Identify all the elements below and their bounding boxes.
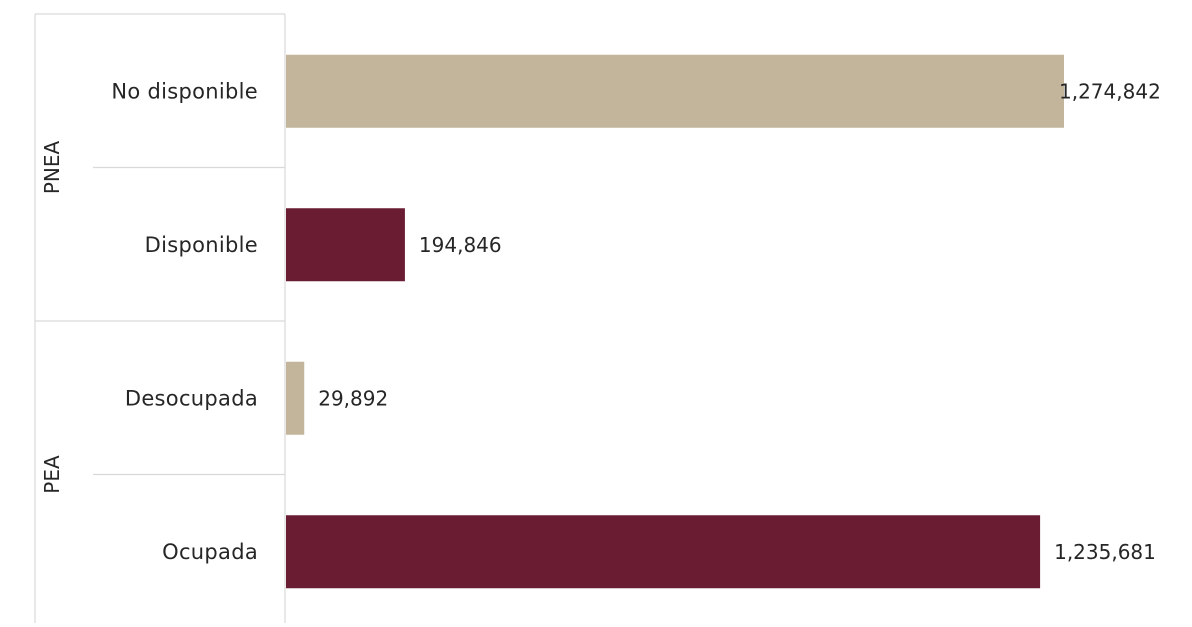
category-label-desocupada: Desocupada <box>125 386 258 410</box>
category-label-disponible: Disponible <box>145 233 258 257</box>
value-label-disponible: 194,846 <box>419 233 502 257</box>
value-label-desocupada: 29,892 <box>318 386 388 410</box>
bar-ocupada <box>286 515 1041 589</box>
group-label-pea: PEA <box>40 455 64 494</box>
bar-no-disponible <box>286 54 1064 128</box>
category-label-ocupada: Ocupada <box>162 540 258 564</box>
group-label-pnea: PNEA <box>40 141 64 195</box>
category-label-no-disponible: No disponible <box>111 79 258 103</box>
value-label-no-disponible: 1,274,842 <box>1059 79 1161 103</box>
bar-desocupada <box>286 361 305 435</box>
value-label-ocupada: 1,235,681 <box>1054 540 1156 564</box>
bar-disponible <box>286 208 405 282</box>
